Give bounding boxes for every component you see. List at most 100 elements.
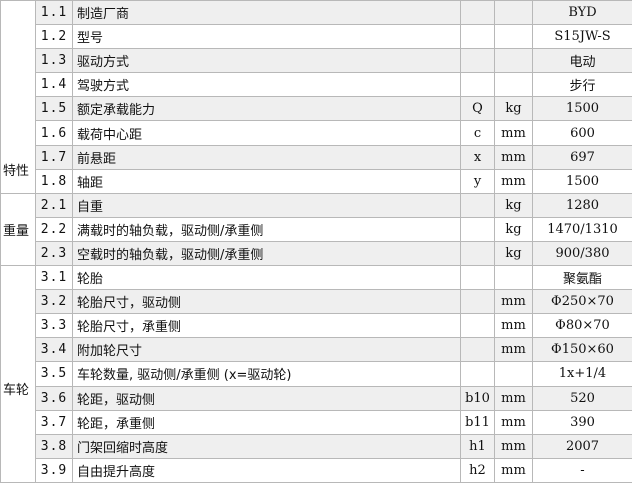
item-unit: kg	[494, 240, 533, 267]
item-number: 3.3	[35, 313, 73, 339]
item-value: 900/380	[532, 240, 632, 267]
item-symbol: b11	[460, 409, 495, 435]
item-number: 2.3	[35, 240, 73, 267]
table-row: 1.4 驾驶方式 步行	[1, 72, 632, 98]
item-symbol: b10	[460, 385, 495, 411]
item-number: 2.1	[35, 192, 73, 218]
table-row: 3.5 车轮数量, 驱动侧/承重侧 (x=驱动轮) 1x+1/4	[1, 361, 632, 387]
item-symbol	[460, 361, 495, 387]
table-row: 3.8 门架回缩时高度 h1 mm 2007	[1, 433, 632, 459]
item-symbol: c	[460, 120, 495, 146]
table-row: 1.2 型号 S15JW-S	[1, 24, 632, 50]
item-unit: mm	[494, 120, 533, 146]
item-description: 轮距，承重侧	[72, 409, 461, 435]
item-symbol: h2	[460, 457, 495, 483]
item-description: 驾驶方式	[72, 72, 461, 98]
item-value: Φ80×70	[532, 313, 632, 339]
table-row: 3.3 轮胎尺寸，承重侧 mm Φ80×70	[1, 313, 632, 339]
item-number: 1.7	[35, 144, 73, 170]
table-row: 1.3 驱动方式 电动	[1, 48, 632, 74]
item-number: 3.2	[35, 289, 73, 315]
table-row: 1.6 载荷中心距 c mm 600	[1, 120, 632, 146]
table-row: 3.6 轮距，驱动侧 b10 mm 520	[1, 385, 632, 411]
item-unit: kg	[494, 216, 533, 242]
item-unit	[494, 24, 533, 50]
item-unit	[494, 72, 533, 98]
item-unit: kg	[494, 192, 533, 218]
item-symbol	[460, 48, 495, 74]
category-label: 重量	[0, 192, 36, 267]
table-row: 车轮 3.1 轮胎 聚氨酯	[0, 265, 632, 483]
item-number: 1.1	[35, 0, 73, 26]
item-symbol	[460, 216, 495, 242]
item-unit: mm	[494, 457, 533, 483]
item-value: 2007	[532, 433, 632, 459]
item-value: 697	[532, 144, 632, 170]
item-description: 轮胎	[72, 265, 461, 291]
item-value: 1280	[532, 192, 632, 218]
item-number: 3.7	[35, 409, 73, 435]
item-number: 3.8	[35, 433, 73, 459]
item-value: Φ250×70	[532, 289, 632, 315]
item-description: 自由提升高度	[72, 457, 461, 483]
item-number: 3.9	[35, 457, 73, 483]
item-number: 1.2	[35, 24, 73, 50]
item-value: 步行	[532, 72, 632, 98]
item-value: 电动	[532, 48, 632, 74]
item-symbol	[460, 192, 495, 218]
table-row: 3.2 轮胎尺寸，驱动侧 mm Φ250×70	[1, 289, 632, 315]
item-number: 3.1	[35, 265, 73, 291]
item-symbol	[460, 240, 495, 267]
item-unit	[494, 265, 533, 291]
item-symbol	[460, 289, 495, 315]
item-unit: mm	[494, 337, 533, 363]
item-description: 自重	[72, 192, 461, 218]
item-value: 1500	[532, 96, 632, 122]
item-description: 轮胎尺寸，驱动侧	[72, 289, 461, 315]
item-description: 轮距，驱动侧	[72, 385, 461, 411]
table-row: 重量 2.1 自重 kg 1280	[0, 192, 632, 267]
table-row: 1.8 轴距 y mm 1500	[1, 168, 632, 194]
item-description: 门架回缩时高度	[72, 433, 461, 459]
item-unit	[494, 361, 533, 387]
item-symbol: x	[460, 144, 495, 170]
category-label: 车轮	[0, 265, 36, 483]
item-unit: mm	[494, 313, 533, 339]
item-value: BYD	[532, 0, 632, 26]
item-value: 1470/1310	[532, 216, 632, 242]
table-row: 1.7 前悬距 x mm 697	[1, 144, 632, 170]
item-value: 1x+1/4	[532, 361, 632, 387]
table-row: 2.3 空载时的轴负载，驱动侧/承重侧 kg 900/380	[1, 240, 632, 267]
table-row: 3.9 自由提升高度 h2 mm -	[1, 457, 632, 483]
item-number: 3.4	[35, 337, 73, 363]
item-unit: mm	[494, 168, 533, 194]
item-number: 1.3	[35, 48, 73, 74]
item-symbol	[460, 265, 495, 291]
item-symbol: y	[460, 168, 495, 194]
item-number: 3.5	[35, 361, 73, 387]
item-value: 600	[532, 120, 632, 146]
table-row: 3.7 轮距，承重侧 b11 mm 390	[1, 409, 632, 435]
item-symbol	[460, 72, 495, 98]
item-symbol	[460, 337, 495, 363]
item-value: 390	[532, 409, 632, 435]
item-symbol	[460, 24, 495, 50]
item-symbol: h1	[460, 433, 495, 459]
item-unit	[494, 0, 533, 26]
item-description: 额定承载能力	[72, 96, 461, 122]
item-symbol	[460, 313, 495, 339]
category-label: 特性	[0, 0, 36, 194]
item-number: 1.5	[35, 96, 73, 122]
table-row: 3.4 附加轮尺寸 mm Φ150×60	[1, 337, 632, 363]
table-row: 特性 1.1 制造厂商 BYD	[0, 0, 632, 194]
item-description: 驱动方式	[72, 48, 461, 74]
item-description: 附加轮尺寸	[72, 337, 461, 363]
item-value: -	[532, 457, 632, 483]
item-number: 1.8	[35, 168, 73, 194]
item-symbol	[460, 0, 495, 26]
item-number: 1.4	[35, 72, 73, 98]
item-value: S15JW-S	[532, 24, 632, 50]
item-number: 3.6	[35, 385, 73, 411]
item-unit: mm	[494, 144, 533, 170]
